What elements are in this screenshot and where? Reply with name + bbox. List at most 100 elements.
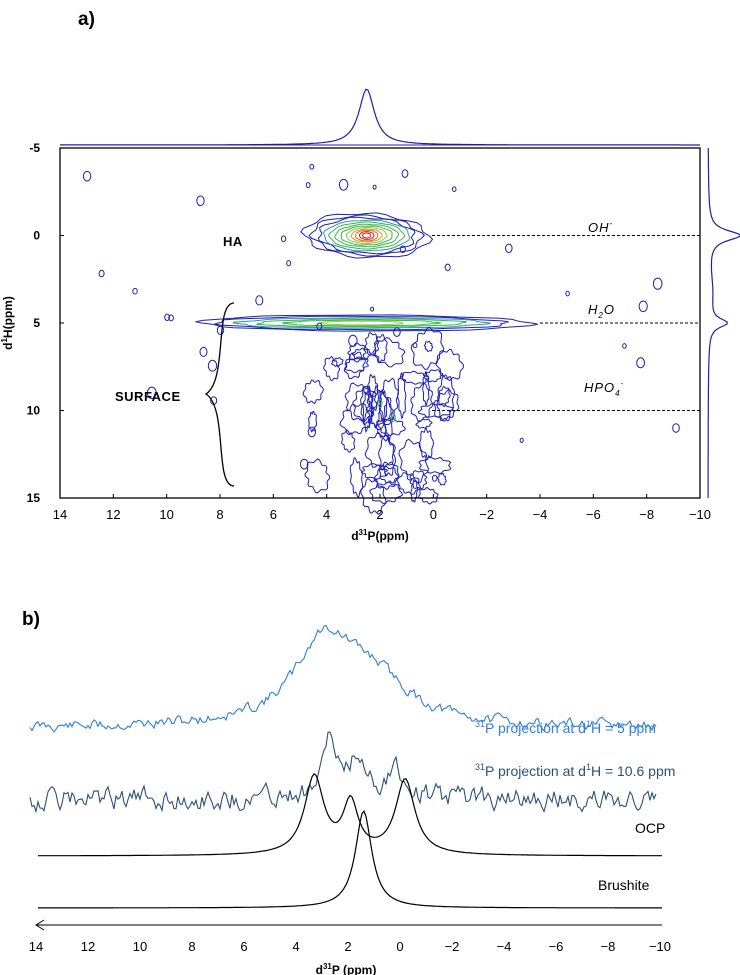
x-tick-label-b: 4 [292,939,299,954]
contour-surface [341,429,356,454]
contour-noise [519,437,524,443]
x-tick-label: −8 [639,507,654,522]
contour-ha [328,221,406,250]
contour-surface [360,477,387,515]
contour-surface [410,382,434,423]
y-tick-label: -5 [29,141,40,155]
contour-surface [344,356,369,374]
x-tick-label: −2 [479,507,494,522]
x-axis-ticks: 14 12 10 8 6 4 2 0 −2 −4 −6 −8 −10 [53,494,711,522]
contour-surface [418,486,439,505]
contour-surface [378,436,397,477]
contour-ha [340,225,393,246]
contour-noise [196,195,205,207]
contour-surface [369,481,404,505]
y-axis-ticks: -5 0 5 10 15 [27,141,64,505]
x-tick-label-b: 8 [188,939,195,954]
x-tick-label: 8 [216,507,223,522]
contour-surface [351,347,372,361]
contour-ha [354,229,379,242]
x-tick-label-b: −8 [601,939,616,954]
x-tick-label-b: 10 [133,939,147,954]
contour-h2o [319,320,404,326]
contour-surface [362,386,373,433]
contour-noise [636,357,645,369]
contour-hpo4 [377,399,383,408]
contour-noise [98,269,105,278]
contour-noise [307,426,317,438]
contour-surface [398,438,429,484]
legend-brushite: Brushite [598,877,650,893]
contour-surface [370,385,382,429]
x-tick-label-b: −6 [549,939,564,954]
x-tick-label: 10 [159,507,173,522]
contour-surface [437,385,451,408]
contour-surface [379,388,388,423]
contour-noise [216,325,225,335]
contour-noise [309,163,315,170]
contour-noise [372,184,377,190]
contour-noise [255,295,264,306]
contour-surface [308,410,318,433]
contour-h2o [195,314,538,332]
x-tick-label: 0 [430,507,437,522]
spectrum-projection-5ppm [29,624,657,733]
contour-noise [444,263,451,272]
x-tick-label: 2 [376,507,383,522]
contour-surface [422,370,430,407]
x-axis-ticks-b: 14 12 10 8 6 4 2 0 −2 −4 −6 −8 −10 [29,939,671,954]
contour-surface [323,355,341,382]
contour-noise [316,322,323,330]
y-tick-label: 15 [27,491,41,505]
contour-noise [393,327,401,337]
contour-hpo4 [390,413,396,422]
contour-noise [399,245,406,253]
contour-surface [436,375,456,422]
contour-noise [431,474,438,482]
contour-noise [348,334,358,347]
contour-noise [199,346,208,357]
x-tick-label: −6 [586,507,601,522]
hpo4-peak-label: HPO4- [584,379,624,398]
x-tick-label: 12 [106,507,120,522]
contour-surface [410,326,445,371]
h2o-peak-label: H2O [588,302,615,320]
contour-plot [82,163,680,515]
contour-noise [82,170,92,182]
x-tick-label: −10 [689,507,711,522]
contour-surface [364,431,396,471]
contour-noise [652,277,663,290]
side-projection-trace [707,148,740,498]
contour-surface [409,470,428,490]
contour-noise [280,235,287,243]
contour-ha [350,228,383,243]
contour-noise [412,342,418,349]
contour-surface [347,342,367,363]
panel-b-label: b) [22,609,40,630]
panel-b: 31P projection at d1H = 5 ppm 31P projec… [29,624,675,975]
peak-guide-lines [432,235,700,411]
contour-surface [399,370,430,385]
contour-surface [423,340,434,352]
x-tick-label: 6 [270,507,277,522]
contour-ha [334,223,400,248]
x-tick-label-b: −10 [649,939,671,954]
contour-noise [370,306,375,312]
x-axis-label-b: d31P (ppm) [316,962,377,975]
surface-region-label: SURFACE [115,389,181,404]
contour-ha [323,219,411,252]
ppm-axis-arrow [35,919,45,931]
surface-brace [204,302,235,487]
contour-surface [344,382,371,422]
contour-surface [417,403,454,418]
legend-projection-5ppm: 31P projection at d1H = 5 ppm [475,719,656,736]
spectrum-ocp [38,773,662,857]
x-tick-label: 4 [323,507,330,522]
x-tick-label-b: −4 [497,939,512,954]
y-tick-label: 10 [27,404,41,418]
contour-noise [622,343,627,349]
top-projection-trace [60,88,700,146]
contour-ha [345,226,388,245]
contour-h2o [255,318,468,328]
plot-frame [59,147,701,499]
